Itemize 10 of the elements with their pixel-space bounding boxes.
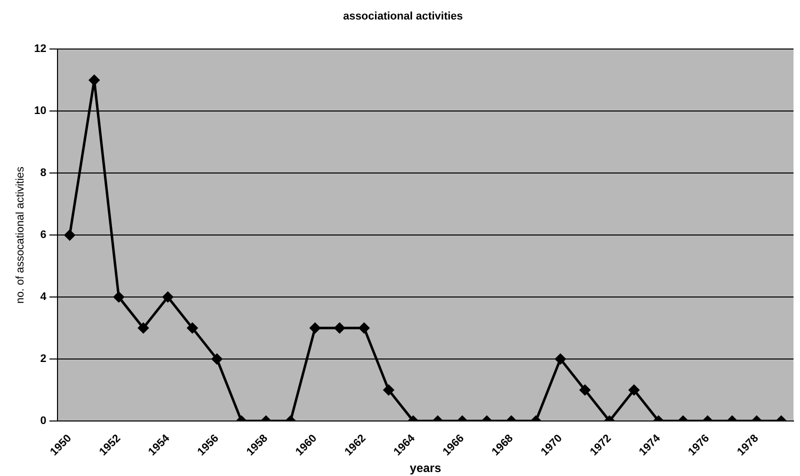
y-axis-title: no. of assocational activities bbox=[14, 166, 27, 304]
y-tick-label: 8 bbox=[40, 167, 46, 180]
y-tick-label: 6 bbox=[40, 229, 46, 242]
y-tick-label: 4 bbox=[40, 291, 48, 304]
chart-title: associational activities bbox=[343, 10, 463, 23]
y-tick-label: 10 bbox=[34, 105, 46, 118]
y-tick-label: 2 bbox=[40, 353, 46, 366]
y-tick-label: 12 bbox=[34, 43, 46, 56]
y-tick-label: 0 bbox=[40, 414, 46, 427]
x-axis-title: years bbox=[410, 461, 442, 476]
